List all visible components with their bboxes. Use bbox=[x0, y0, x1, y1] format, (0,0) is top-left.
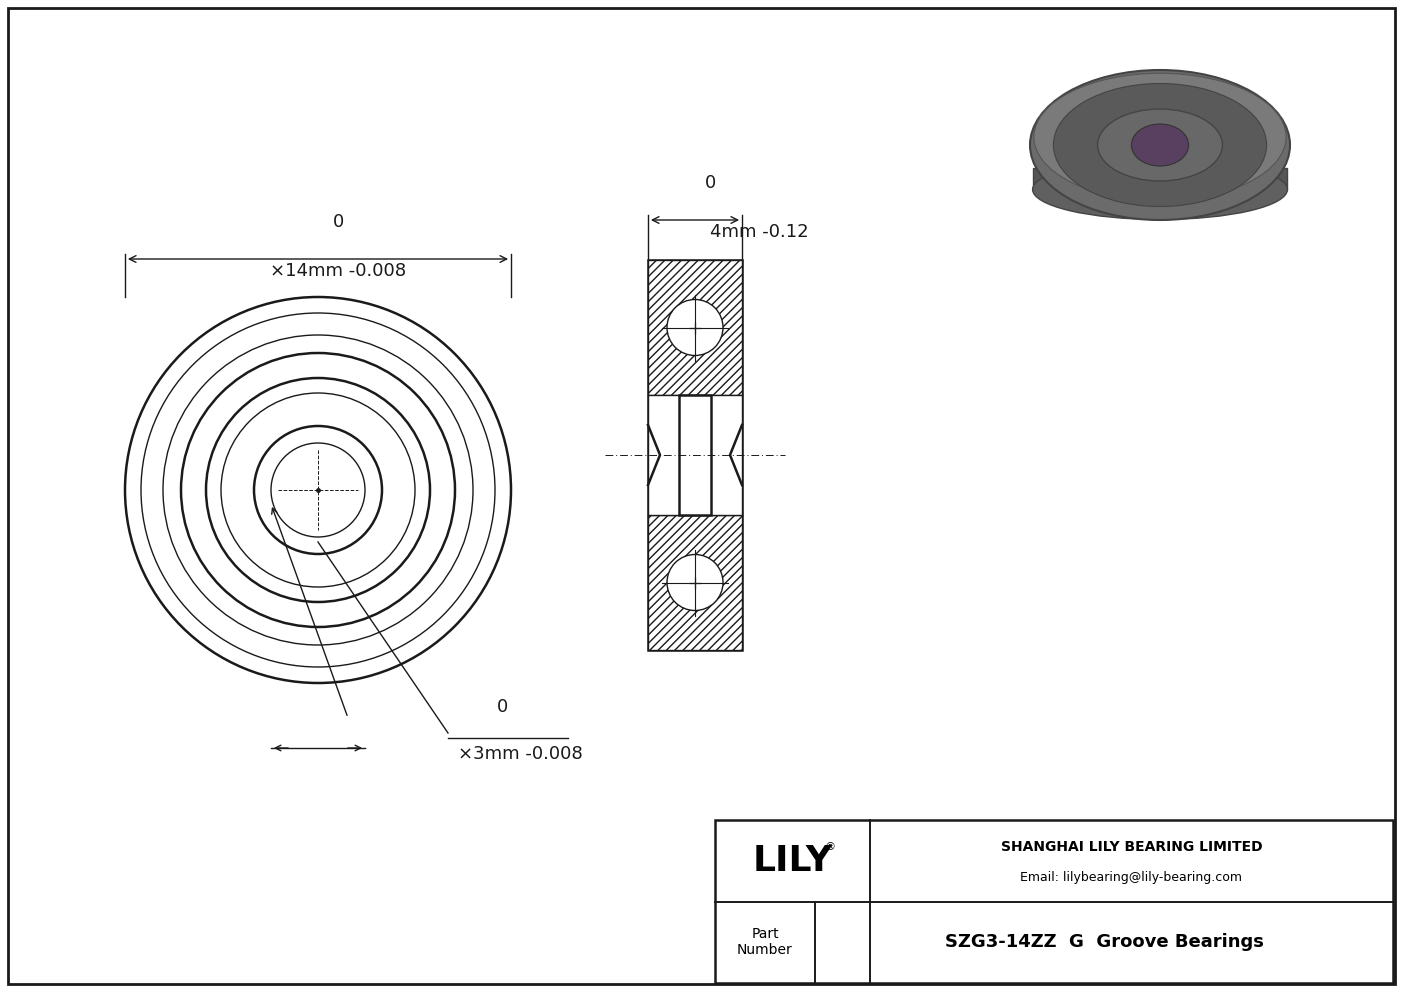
Ellipse shape bbox=[1131, 124, 1188, 166]
Text: ®: ® bbox=[825, 842, 836, 852]
Ellipse shape bbox=[1030, 70, 1289, 220]
Bar bbox=[648, 395, 742, 515]
Circle shape bbox=[666, 555, 723, 610]
Text: 0: 0 bbox=[498, 698, 509, 716]
Text: Email: lilybearing@lily-bearing.com: Email: lilybearing@lily-bearing.com bbox=[1020, 871, 1243, 884]
Polygon shape bbox=[1033, 168, 1288, 189]
Text: SZG3-14ZZ  G  Groove Bearings: SZG3-14ZZ G Groove Bearings bbox=[944, 933, 1264, 951]
Ellipse shape bbox=[1097, 109, 1222, 181]
Text: ×14mm -0.008: ×14mm -0.008 bbox=[269, 262, 405, 280]
Circle shape bbox=[666, 300, 723, 355]
Ellipse shape bbox=[1033, 160, 1288, 219]
Text: 0: 0 bbox=[704, 174, 716, 192]
Bar bbox=[648, 260, 742, 395]
Bar bbox=[679, 395, 711, 515]
Bar bbox=[716, 820, 1393, 983]
Text: LILY: LILY bbox=[752, 844, 832, 878]
Text: ×3mm -0.008: ×3mm -0.008 bbox=[457, 745, 582, 763]
Text: 0: 0 bbox=[333, 213, 344, 231]
Ellipse shape bbox=[1054, 83, 1267, 206]
Text: SHANGHAI LILY BEARING LIMITED: SHANGHAI LILY BEARING LIMITED bbox=[1000, 840, 1263, 854]
Ellipse shape bbox=[1034, 73, 1287, 200]
Text: 4mm -0.12: 4mm -0.12 bbox=[710, 223, 808, 241]
Bar bbox=[648, 515, 742, 650]
Bar bbox=[648, 260, 742, 650]
Text: Part
Number: Part Number bbox=[737, 928, 793, 957]
